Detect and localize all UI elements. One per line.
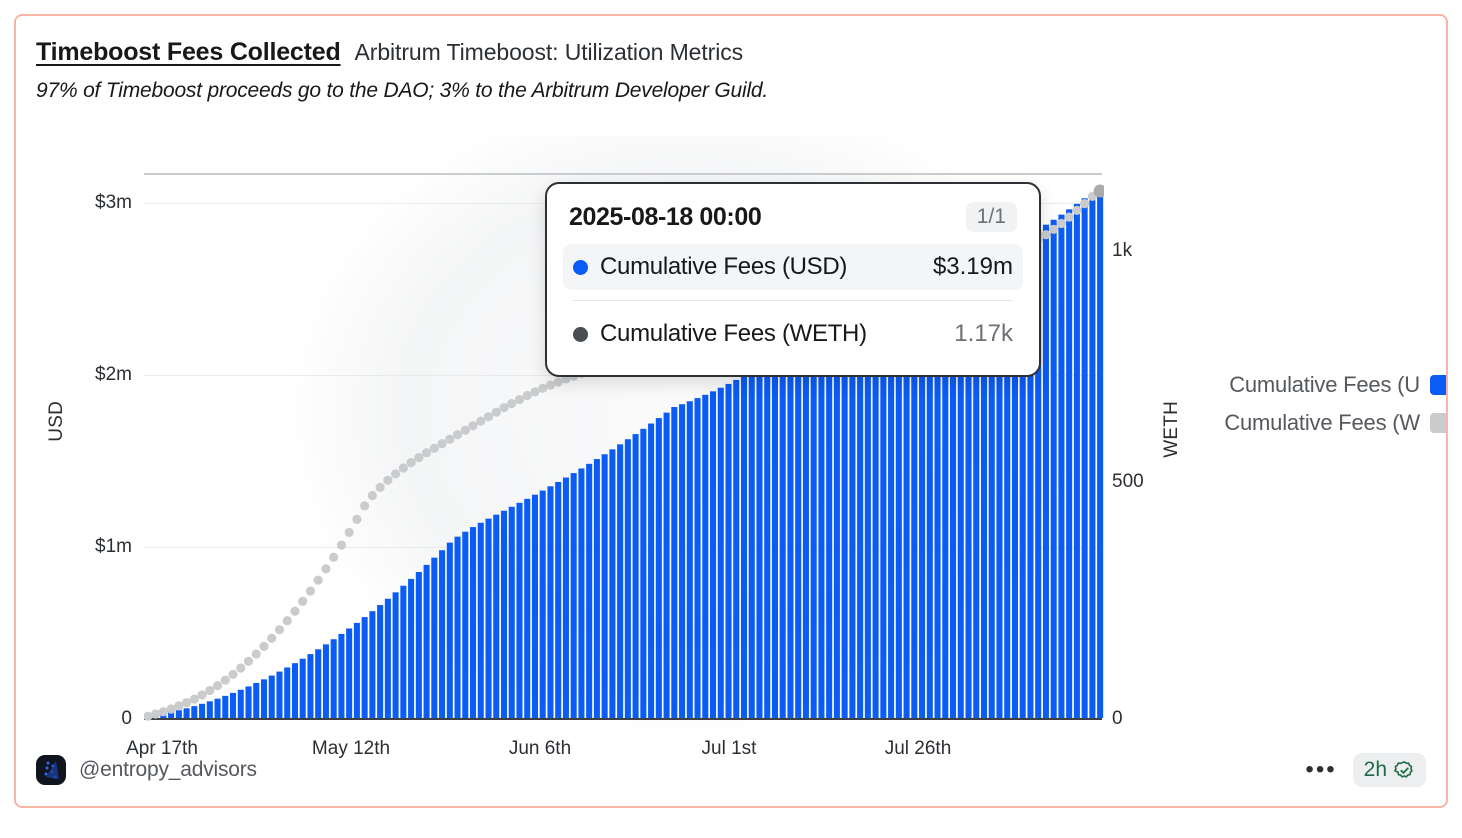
avatar bbox=[36, 755, 66, 785]
title-row: Timeboost Fees Collected Arbitrum Timebo… bbox=[36, 38, 1426, 67]
footer-author[interactable]: @entropy_advisors bbox=[36, 755, 257, 785]
freshness-badge[interactable]: 2h bbox=[1352, 753, 1426, 787]
x-tick-4: Jul 26th bbox=[884, 738, 952, 759]
tooltip-separator bbox=[573, 300, 1013, 301]
y-tick-1m: $1m bbox=[95, 536, 132, 557]
tooltip-value-weth: 1.17k bbox=[954, 320, 1013, 347]
plot-top-line bbox=[144, 173, 1102, 175]
chart-footer: @entropy_advisors ••• 2h bbox=[36, 750, 1426, 790]
chart-subtitle: Arbitrum Timeboost: Utilization Metrics bbox=[354, 39, 744, 65]
legend-item-usd[interactable]: Cumulative Fees (U bbox=[1160, 366, 1446, 404]
chart-header: Timeboost Fees Collected Arbitrum Timebo… bbox=[36, 38, 1426, 103]
tooltip-label-weth: Cumulative Fees (WETH) bbox=[600, 320, 867, 347]
footer-actions: ••• 2h bbox=[1305, 753, 1426, 787]
tooltip-dot-usd bbox=[573, 259, 588, 275]
legend-label-weth: Cumulative Fees (W bbox=[1224, 410, 1420, 435]
tooltip-date: 2025-08-18 00:00 bbox=[569, 202, 762, 231]
tooltip-row-usd: Cumulative Fees (USD) $3.19m bbox=[563, 244, 1023, 290]
y-axis-title-usd: USD bbox=[46, 401, 67, 442]
freshness-label: 2h bbox=[1363, 758, 1387, 781]
y-tick-0: 0 bbox=[121, 708, 132, 729]
chart-caption: 97% of Timeboost proceeds go to the DAO;… bbox=[36, 79, 769, 102]
more-options-icon[interactable]: ••• bbox=[1305, 756, 1337, 783]
legend-label-usd: Cumulative Fees (U bbox=[1229, 372, 1420, 397]
chart-tooltip: 2025-08-18 00:00 1/1 Cumulative Fees (US… bbox=[545, 182, 1041, 377]
tooltip-row-weth: Cumulative Fees (WETH) 1.17k bbox=[563, 311, 1023, 357]
x-tick-3: Jul 1st bbox=[701, 738, 757, 759]
y2-tick-0: 0 bbox=[1112, 708, 1123, 729]
bar-series-usd[interactable] bbox=[144, 116, 1104, 726]
y-tick-2m: $2m bbox=[95, 364, 132, 385]
x-tick-0: Apr 17th bbox=[126, 738, 198, 759]
x-tick-1: May 12th bbox=[311, 738, 391, 759]
chart-card: Timeboost Fees Collected Arbitrum Timebo… bbox=[14, 14, 1448, 808]
author-handle: @entropy_advisors bbox=[79, 758, 257, 781]
x-tick-2: Jun 6th bbox=[508, 738, 572, 759]
page-title[interactable]: Timeboost Fees Collected bbox=[36, 38, 341, 66]
seal-check-icon bbox=[1394, 760, 1413, 778]
legend-swatch-usd bbox=[1430, 375, 1446, 395]
chart-legend: Cumulative Fees (U Cumulative Fees (W bbox=[1160, 366, 1446, 442]
y-tick-3m: $3m bbox=[95, 192, 132, 213]
tooltip-dot-weth bbox=[573, 326, 588, 342]
tooltip-value-usd: $3.19m bbox=[932, 253, 1013, 280]
legend-swatch-weth bbox=[1430, 413, 1446, 433]
y2-tick-500: 500 bbox=[1112, 471, 1144, 492]
tooltip-page-badge: 1/1 bbox=[965, 202, 1017, 232]
y2-tick-1k: 1k bbox=[1112, 240, 1133, 261]
tooltip-label-usd: Cumulative Fees (USD) bbox=[600, 253, 848, 280]
x-axis-baseline bbox=[144, 718, 1102, 720]
legend-item-weth[interactable]: Cumulative Fees (W bbox=[1160, 404, 1446, 442]
tooltip-header: 2025-08-18 00:00 1/1 bbox=[563, 198, 1023, 244]
